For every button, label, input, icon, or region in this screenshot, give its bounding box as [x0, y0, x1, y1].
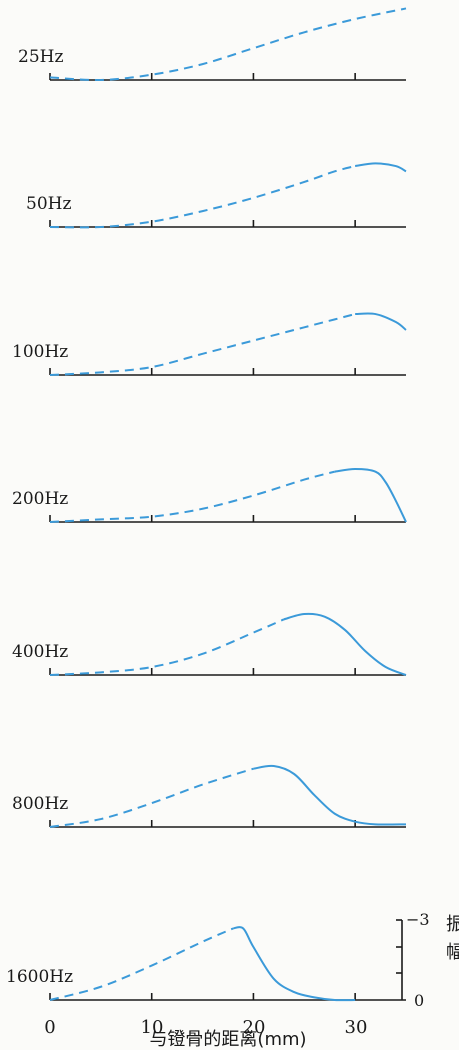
panels-group: 25Hz 50Hz 100Hz 200Hz 400Hz 800Hz 1600Hz — [6, 7, 407, 1002]
x-axis-group: 0 10 20 30 与镫骨的距离(mm) — [44, 1017, 367, 1050]
panel-100hz: 100Hz — [12, 312, 407, 376]
y-label-char-2: 幅 — [446, 942, 459, 963]
panel-400hz: 400Hz — [12, 612, 407, 676]
curve-dashed-1600hz — [49, 927, 234, 1001]
panel-50hz: 50Hz — [26, 162, 407, 229]
frequency-label-800hz: 800Hz — [12, 794, 68, 814]
curve-solid-800hz — [253, 764, 407, 826]
scale-min-label: 0 — [414, 991, 424, 1010]
x-tick-label-30: 30 — [345, 1017, 368, 1038]
y-label-char-1: 振 — [446, 914, 459, 935]
panel-800hz: 800Hz — [12, 764, 407, 828]
panel-1600hz: 1600Hz — [6, 926, 406, 1002]
curve-dashed-400hz — [49, 618, 285, 676]
curve-dashed-200hz — [49, 470, 336, 523]
amplitude-scale-bar: −3 0 振 幅 — [396, 910, 459, 1010]
x-tick-label-0: 0 — [44, 1017, 55, 1038]
panel-25hz: 25Hz — [18, 7, 407, 82]
curve-solid-100hz — [355, 312, 407, 331]
x-tick-label-10: 10 — [141, 1017, 164, 1038]
curve-dashed-800hz — [49, 767, 254, 828]
frequency-label-1600hz: 1600Hz — [6, 967, 73, 987]
curve-solid-50hz — [355, 162, 407, 173]
panel-200hz: 200Hz — [12, 467, 407, 523]
frequency-label-200hz: 200Hz — [12, 489, 68, 509]
curve-dashed-25hz — [49, 7, 407, 82]
x-tick-label-20: 20 — [243, 1017, 266, 1038]
frequency-label-100hz: 100Hz — [12, 342, 68, 362]
curve-dashed-50hz — [49, 165, 356, 229]
frequency-label-25hz: 25Hz — [18, 47, 63, 67]
frequency-label-400hz: 400Hz — [12, 642, 68, 662]
curve-solid-200hz — [334, 467, 407, 523]
frequency-label-50hz: 50Hz — [26, 194, 71, 214]
curve-dashed-100hz — [49, 313, 356, 376]
scale-max-label: −3 — [406, 910, 430, 929]
curve-solid-1600hz — [232, 926, 356, 1002]
curve-solid-400hz — [283, 612, 407, 676]
x-axis-title: 与镫骨的距离(mm) — [149, 1029, 306, 1050]
